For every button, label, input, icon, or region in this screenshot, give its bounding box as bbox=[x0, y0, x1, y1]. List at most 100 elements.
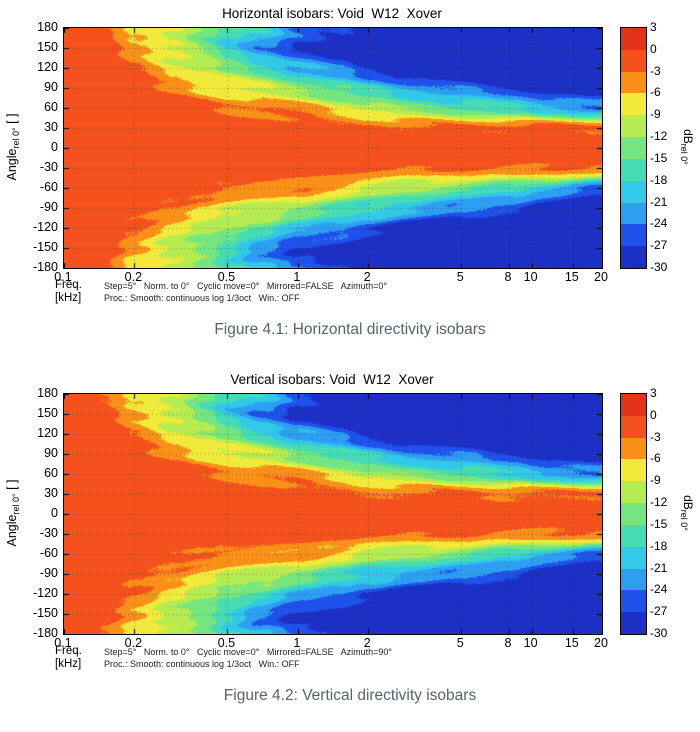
x-tick-label: 0.1 bbox=[54, 270, 72, 284]
x-tick-label: 5 bbox=[456, 636, 464, 650]
colorbar-band bbox=[621, 524, 646, 547]
colorbar bbox=[620, 393, 647, 635]
colorbar-tick-label: -12 bbox=[650, 129, 668, 144]
colorbar-band bbox=[621, 481, 646, 504]
colorbar-tick-label: 0 bbox=[650, 41, 657, 56]
y-tick-label: -150 bbox=[32, 606, 58, 620]
colorbar-band bbox=[621, 28, 646, 50]
colorbar-tick-label: -3 bbox=[650, 429, 661, 444]
colorbar-tick-label: -21 bbox=[650, 560, 668, 575]
y-tick-label: 90 bbox=[44, 80, 58, 94]
colorbar-label-main: dB bbox=[681, 495, 695, 510]
colorbar-tick-label: -30 bbox=[650, 626, 668, 640]
y-tick-label: 30 bbox=[44, 120, 58, 134]
colorbar-tick-label: -21 bbox=[650, 194, 668, 209]
y-tick-label: -90 bbox=[39, 200, 58, 214]
colorbar-tick-label: 3 bbox=[650, 20, 657, 34]
x-tick-label: 10 bbox=[523, 636, 538, 650]
y-tick-label: 0 bbox=[51, 506, 58, 520]
figure-vertical-isobars: Vertical isobars: Void W12 Xover Anglere… bbox=[0, 366, 700, 732]
colorbar-band bbox=[621, 612, 646, 634]
y-tick-label: 30 bbox=[44, 486, 58, 500]
x-tick-label: 20 bbox=[594, 270, 608, 284]
colorbar-band bbox=[621, 137, 646, 159]
colorbar-label-sub: rel 0° bbox=[679, 509, 689, 531]
y-tick-label: 120 bbox=[37, 60, 58, 74]
colorbar bbox=[620, 27, 647, 269]
colorbar-tick-label: -24 bbox=[650, 582, 668, 597]
colorbar-tick-label: -15 bbox=[650, 516, 668, 531]
colorbar-band bbox=[621, 71, 646, 94]
plot-settings-line2: Proc.: Smooth: continuous log 1/3oct Win… bbox=[104, 659, 300, 669]
colorbar-band bbox=[621, 158, 646, 181]
y-tick-label: -150 bbox=[32, 240, 58, 254]
y-tick-label: 150 bbox=[37, 40, 58, 54]
x-tick-label: 0.5 bbox=[217, 636, 236, 650]
x-tick-label: 15 bbox=[564, 270, 579, 284]
figure-horizontal-isobars: Horizontal isobars: Void W12 Xover Angle… bbox=[5, 6, 695, 338]
y-tick-label: -90 bbox=[39, 566, 58, 580]
y-tick-label: 180 bbox=[37, 386, 58, 400]
figure-caption: Figure 4.2: Vertical directivity isobars bbox=[223, 687, 477, 704]
y-tick-label: -120 bbox=[32, 586, 58, 600]
x-tick-label: 15 bbox=[564, 636, 579, 650]
colorbar-band bbox=[621, 246, 646, 268]
isobar-plot-area bbox=[63, 393, 603, 635]
y-tick-label: -60 bbox=[39, 546, 58, 560]
y-tick-label: -30 bbox=[39, 160, 58, 174]
colorbar-band bbox=[621, 459, 646, 482]
x-tick-label: 8 bbox=[504, 636, 512, 650]
y-tick-label: -180 bbox=[32, 260, 58, 274]
y-tick-label: 60 bbox=[44, 466, 58, 480]
colorbar-tick-label: 0 bbox=[650, 407, 657, 422]
colorbar-tick-label: -3 bbox=[650, 63, 661, 78]
x-tick-label: 0.2 bbox=[124, 270, 143, 284]
x-tick-label: 2 bbox=[363, 270, 371, 284]
colorbar-tick-label: -27 bbox=[650, 238, 668, 253]
isobar-heatmap-canvas bbox=[64, 394, 602, 634]
colorbar-band bbox=[621, 202, 646, 225]
y-tick-label: 150 bbox=[37, 406, 58, 420]
colorbar-tick-label: -27 bbox=[650, 604, 668, 619]
x-axis-label-units: [kHz] bbox=[55, 292, 82, 304]
colorbar-tick-label: -9 bbox=[650, 107, 661, 122]
x-axis-label-freq: Freq. bbox=[55, 279, 82, 291]
y-tick-label: 120 bbox=[37, 426, 58, 440]
colorbar-band bbox=[621, 93, 646, 116]
colorbar-tick-label: -6 bbox=[650, 451, 661, 466]
colorbar-band bbox=[621, 568, 646, 591]
y-tick-label: -60 bbox=[39, 180, 58, 194]
x-axis-label-units: [kHz] bbox=[55, 658, 82, 670]
x-tick-label: 0.1 bbox=[54, 636, 72, 650]
y-tick-label: 180 bbox=[37, 20, 58, 34]
figure-caption: Figure 4.1: Horizontal directivity isoba… bbox=[214, 321, 486, 338]
y-tick-label: 60 bbox=[44, 100, 58, 114]
colorbar-band bbox=[621, 437, 646, 460]
x-tick-label: 8 bbox=[504, 270, 512, 284]
colorbar-tick-label: -15 bbox=[650, 150, 668, 165]
plot-settings-line2: Proc.: Smooth: continuous log 1/3oct Win… bbox=[104, 293, 300, 303]
colorbar-tick-label: -30 bbox=[650, 260, 668, 274]
x-tick-label: 20 bbox=[594, 636, 608, 650]
colorbar-tick-label: -18 bbox=[650, 538, 668, 553]
x-tick-label: 0.2 bbox=[124, 636, 143, 650]
colorbar-band bbox=[621, 224, 646, 247]
plot-title: Vertical isobars: Void W12 Xover bbox=[230, 372, 434, 387]
x-tick-label: 2 bbox=[363, 636, 371, 650]
x-tick-label: 1 bbox=[293, 270, 301, 284]
colorbar-band bbox=[621, 503, 646, 525]
y-tick-label: -180 bbox=[32, 626, 58, 640]
x-tick-label: 10 bbox=[523, 270, 538, 284]
colorbar-band bbox=[621, 180, 646, 203]
x-tick-label: 1 bbox=[293, 636, 301, 650]
x-tick-label: 5 bbox=[456, 270, 464, 284]
colorbar-tick-label: -6 bbox=[650, 85, 661, 100]
colorbar-band bbox=[621, 546, 646, 569]
colorbar-tick-label: -24 bbox=[650, 216, 668, 231]
y-tick-label: 90 bbox=[44, 446, 58, 460]
colorbar-band bbox=[621, 590, 646, 613]
colorbar-label-main: dB bbox=[681, 129, 695, 144]
colorbar-tick-label: 3 bbox=[650, 386, 657, 400]
colorbar-band bbox=[621, 115, 646, 138]
colorbar-label: dBrel 0° bbox=[679, 495, 695, 531]
